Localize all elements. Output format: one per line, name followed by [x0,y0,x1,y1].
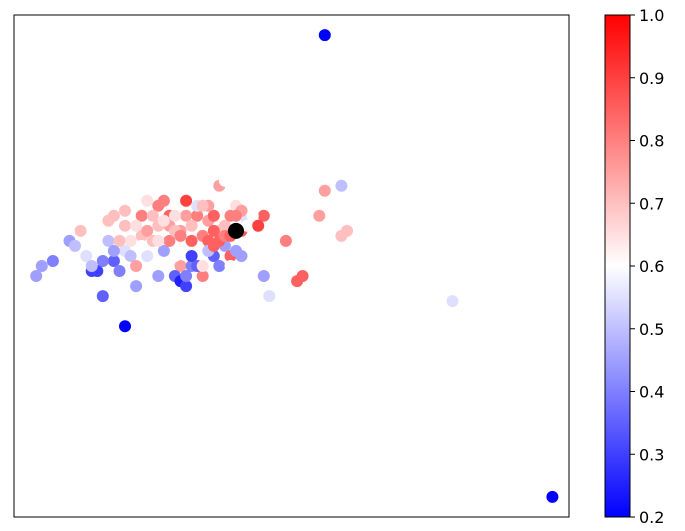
scatter-point [207,224,220,237]
scatter-point [180,280,193,293]
scatter-points [30,29,559,503]
scatter-point [96,255,109,267]
scatter-point [546,490,559,503]
scatter-point [196,270,209,282]
scatter-point [257,209,270,222]
colorbar-tick-label: 0.5 [639,320,664,339]
scatter-point [157,244,170,257]
colorbar-tick-label: 0.2 [639,508,664,527]
scatter-point [235,250,248,262]
colorbar-tick-label: 0.3 [639,445,664,464]
scatter-point [146,209,159,222]
colorbar-tick-label: 0.6 [639,257,664,276]
colorbar-axis: 0.2 0.3 0.4 0.5 0.6 0.7 0.8 0.9 1.0 [630,6,664,527]
scatter-point [35,260,48,272]
scatter-point [124,234,137,247]
scatter-point [230,209,242,222]
scatter-point [85,260,98,272]
scatter-point [30,270,43,282]
scatter-point [157,194,170,207]
scatter-point [246,209,259,222]
scatter-point [185,250,198,262]
scatter-point [141,194,154,207]
scatter-point [130,260,143,272]
scatter-point [119,204,131,217]
scatter-point [446,295,459,308]
scatter-point [318,29,331,42]
scatter-point [180,194,193,207]
scatter-point [135,239,148,252]
scatter-point [185,234,198,247]
scatter-point [196,199,209,212]
scatter-point [130,280,143,293]
scatter-point [174,260,187,272]
colorbar-tick-label: 0.8 [639,132,664,151]
scatter-point [279,234,292,247]
scatter-point [113,234,126,247]
scatter-point [91,229,104,242]
scatter-point [174,229,187,242]
scatter-point [180,209,193,222]
scatter-point [107,209,120,222]
scatter-point [218,219,231,232]
scatter-point [185,219,198,232]
scatter-point [246,244,259,257]
scatter-point [46,255,59,267]
scatter-point [168,250,181,262]
colorbar-tick-label: 1.0 [639,6,664,25]
scatter-point [263,290,276,303]
scatter-point [241,219,254,232]
scatter-point [152,270,165,282]
scatter-point [135,209,148,222]
scatter-point [157,214,170,227]
scatter-point [207,239,220,252]
scatter-point [130,219,143,232]
scatter-point [180,270,193,282]
scatter-point [141,250,154,262]
scatter-point [196,260,209,272]
scatter-point [213,260,226,272]
highlight-point [228,222,244,239]
scatter-point [163,234,176,247]
scatter-point [252,219,265,232]
colorbar-tick-label: 0.7 [639,194,664,213]
scatter-point [107,244,120,257]
scatter-point [335,179,348,192]
scatter-point [113,265,126,277]
scatter-point [124,250,137,262]
scatter-point [69,239,81,252]
scatter-point [341,224,353,237]
scatter-point [296,270,309,282]
scatter-point [80,250,93,262]
scatter-point [119,219,131,232]
scatter-point [191,209,204,222]
scatter-point [107,255,120,267]
scatter-point [318,184,331,197]
scatter-point [152,234,165,247]
scatter-point [224,260,237,272]
scatter-point [119,320,131,333]
scatter-point [313,209,326,222]
scatter-point [168,209,181,222]
scatter-point [102,234,115,247]
scatter-point [218,174,231,187]
colorbar-tick-label: 0.4 [639,383,664,402]
scatter-point [96,290,109,303]
scatter-point [74,224,87,237]
plot-frame [13,14,570,518]
colorbar [604,14,631,518]
scatter-point [141,224,154,237]
scatter-point [207,209,220,222]
colorbar-tick-label: 0.9 [639,69,664,88]
scatter-point [257,270,270,282]
